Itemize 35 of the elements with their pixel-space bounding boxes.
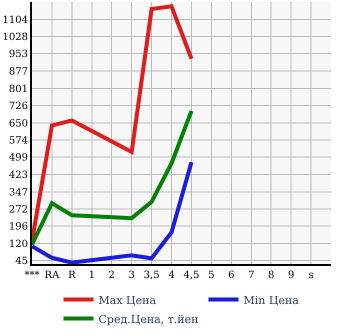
x-tick-label: 2	[108, 270, 115, 281]
x-tick-label: s	[308, 270, 314, 281]
y-tick-label: 347	[8, 187, 28, 198]
y-tick-label: 1028	[2, 32, 28, 44]
y-tick-label: 650	[8, 118, 28, 130]
y-tick-label: 499	[8, 152, 28, 164]
y-tick-label: 801	[8, 84, 28, 95]
y-tick-label: 423	[8, 170, 28, 181]
x-tick-label: R	[68, 270, 76, 281]
legend-label: Сред.Цена, т.йен	[98, 312, 198, 326]
x-tick-label: 9	[288, 270, 294, 281]
x-tick-label: RA	[44, 270, 60, 281]
y-tick-label: 574	[8, 136, 28, 147]
y-tick-label: 196	[8, 222, 28, 233]
y-tick-label: 726	[8, 100, 28, 112]
line-series	[32, 108, 194, 247]
y-tick-label: 1104	[2, 14, 28, 26]
x-tick-label: 1	[88, 270, 95, 281]
x-tick-label: 7	[248, 270, 254, 281]
line-series	[32, 160, 194, 264]
x-tick-label: 6	[228, 270, 235, 281]
legend-label: Min Цена	[243, 294, 300, 307]
legend-label: Max Цена	[98, 294, 156, 307]
y-tick-label: 877	[8, 66, 28, 78]
x-tick-label: 4,5	[184, 270, 200, 281]
x-tick-label: 5	[208, 270, 215, 281]
x-tick-label: 8	[268, 270, 274, 281]
x-tick-label: 4	[168, 270, 175, 281]
x-tick-label: 3	[128, 270, 135, 281]
y-tick-label: 120	[8, 239, 28, 250]
y-tick-label: 953	[8, 49, 28, 60]
x-tick-label: 3,5	[144, 270, 160, 281]
y-tick-label: 45	[15, 256, 28, 268]
x-tick-label: ***	[24, 270, 40, 281]
y-tick-label: 272	[8, 204, 28, 216]
